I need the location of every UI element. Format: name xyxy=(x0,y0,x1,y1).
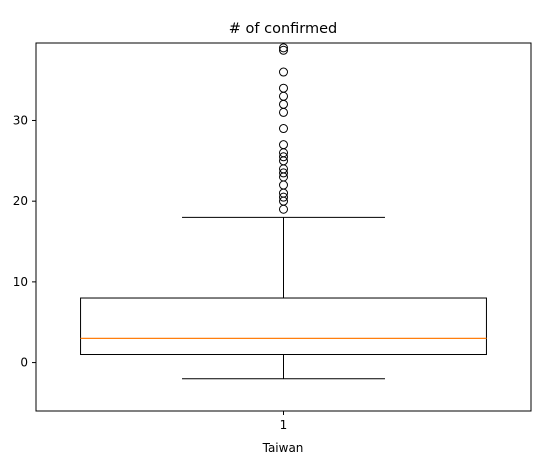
outlier-point xyxy=(279,107,288,117)
outlier-point xyxy=(279,124,288,134)
boxes xyxy=(80,43,487,380)
x-axis-label: Taiwan xyxy=(262,441,304,455)
outlier-point xyxy=(279,91,288,101)
x-tick-label: 1 xyxy=(280,418,288,432)
outlier-point xyxy=(279,83,288,93)
y-tick-label: 20 xyxy=(13,194,28,208)
outlier-point xyxy=(279,67,288,77)
y-tick-label: 10 xyxy=(13,275,28,289)
y-tick-label: 0 xyxy=(20,356,28,370)
outlier-point xyxy=(279,192,288,202)
outlier-point xyxy=(279,99,288,109)
x-axis: 1 xyxy=(280,411,288,432)
outlier-point xyxy=(279,168,288,178)
chart-title: # of confirmed xyxy=(229,21,337,37)
outlier-point xyxy=(279,180,288,190)
y-axis: 0 10 20 30 xyxy=(13,113,36,370)
outlier-point xyxy=(279,45,288,55)
outlier-point xyxy=(279,204,288,214)
outlier-point xyxy=(279,43,288,53)
y-tick-label: 30 xyxy=(13,113,28,127)
outlier-point xyxy=(279,152,288,162)
iqr-box xyxy=(80,297,487,356)
outlier-point xyxy=(279,140,288,150)
